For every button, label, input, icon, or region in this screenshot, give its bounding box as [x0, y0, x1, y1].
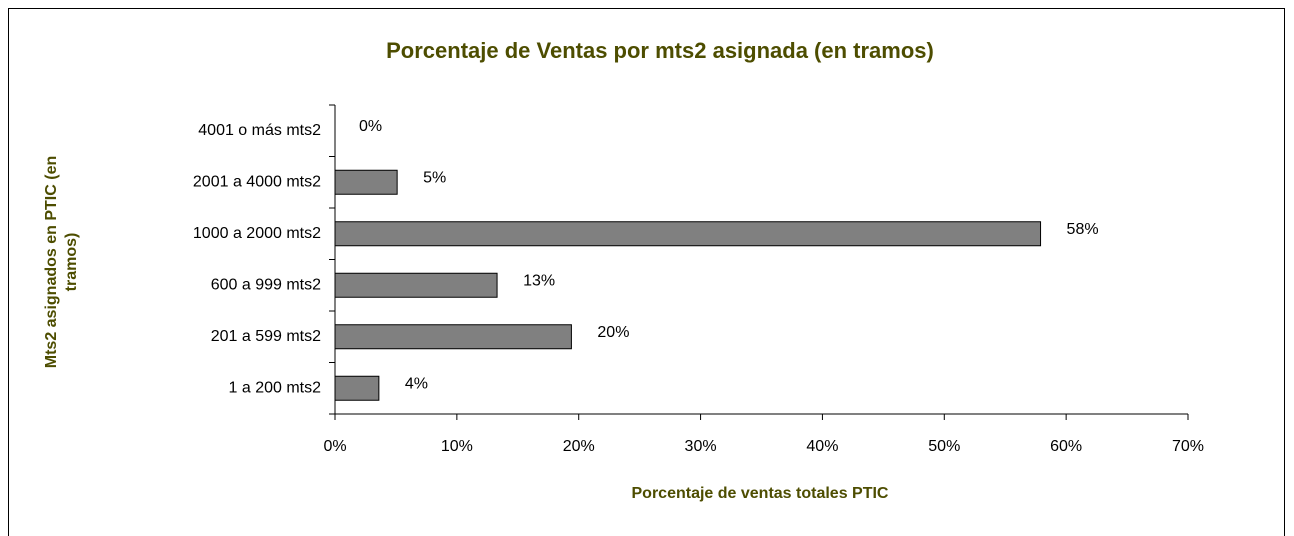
x-tick-label: 70% [1172, 438, 1204, 455]
y-tick-label: 201 a 599 mts2 [211, 328, 321, 345]
x-tick-label: 10% [441, 438, 473, 455]
x-tick-label: 0% [323, 438, 346, 455]
value-label: 5% [423, 169, 446, 186]
value-label: 20% [597, 324, 629, 341]
y-axis-title: Mts2 asignados en PTIC (en tramos) [43, 156, 80, 368]
bar [334, 221, 1042, 247]
chart-title: Porcentaje de Ventas por mts2 asignada (… [386, 38, 934, 63]
x-tick-label: 20% [563, 438, 595, 455]
value-label: 4% [405, 375, 428, 392]
bar [334, 375, 380, 401]
value-label: 58% [1067, 221, 1099, 238]
y-tick-label: 1 a 200 mts2 [229, 379, 322, 396]
value-label: 0% [359, 118, 382, 135]
y-tick-label: 600 a 999 mts2 [211, 276, 321, 293]
x-tick-label: 40% [806, 438, 838, 455]
x-tick-label: 60% [1050, 438, 1082, 455]
bar [334, 272, 498, 298]
x-tick-label: 50% [928, 438, 960, 455]
bar [334, 324, 572, 350]
bar [334, 169, 398, 195]
value-label: 13% [523, 272, 555, 289]
x-tick-label: 30% [685, 438, 717, 455]
x-axis-title: Porcentaje de ventas totales PTIC [632, 485, 889, 502]
chart-border [8, 8, 1285, 536]
y-tick-label: 4001 o más mts2 [198, 122, 321, 139]
y-tick-label: 1000 a 2000 mts2 [193, 225, 321, 242]
y-tick-label: 2001 a 4000 mts2 [193, 173, 321, 190]
